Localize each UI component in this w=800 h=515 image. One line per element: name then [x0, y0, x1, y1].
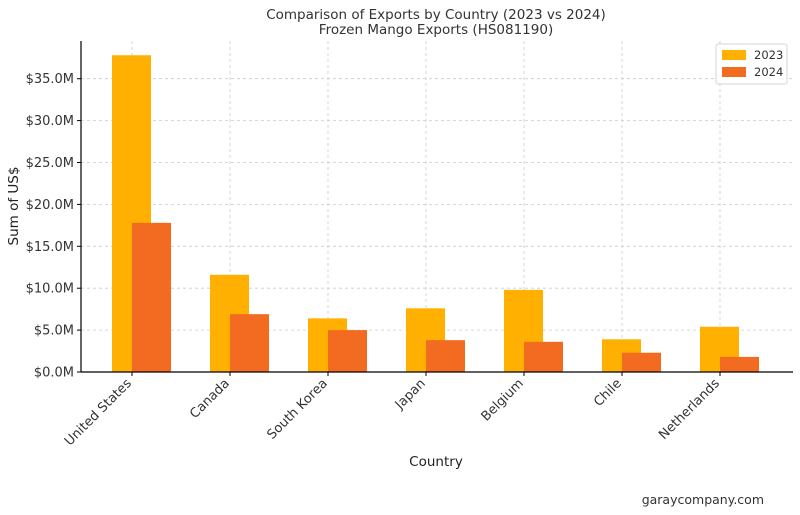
y-axis-ticks: $0.0M $5.0M $10.0M $15.0M $20.0M $25.0M $30.0M…	[26, 72, 81, 381]
y-tick-label-1: $5.0M	[34, 324, 74, 339]
y-tick-label-7: $35.0M	[26, 72, 74, 87]
bar-2024-6	[720, 356, 759, 372]
y-tick-label-2: $10.0M	[26, 282, 74, 297]
y-tick-label-4: $20.0M	[26, 198, 74, 213]
x-tick-label-4: Belgium	[479, 376, 527, 424]
legend-swatch-2023	[722, 50, 746, 60]
bar-2024-4	[524, 341, 563, 372]
x-axis-label: Country	[409, 454, 463, 470]
bar-2024-2	[328, 330, 367, 372]
y-axis-label: Sum of US$	[6, 167, 22, 246]
x-axis-ticks: United States Canada South Korea Japan Belgi…	[62, 372, 723, 449]
y-tick-label-0: $0.0M	[34, 366, 74, 381]
x-tick-label-6: Netherlands	[656, 376, 723, 443]
x-tick-label-2: South Korea	[265, 376, 331, 442]
x-tick-label-5: Chile	[591, 376, 625, 410]
legend-swatch-2024	[722, 67, 746, 77]
axes	[80, 41, 793, 373]
chart-title: Comparison of Exports by Country (2023 v…	[266, 7, 606, 23]
legend: 2023 2024	[715, 43, 788, 85]
x-tick-label-0: United States	[62, 376, 135, 449]
bar-2024-0	[132, 222, 171, 372]
bars	[112, 55, 759, 372]
x-tick-label-1: Canada	[187, 376, 233, 422]
chart-subtitle: Frozen Mango Exports (HS081190)	[319, 22, 553, 38]
bar-2024-5	[622, 352, 661, 372]
x-tick-label-3: Japan	[392, 376, 429, 413]
legend-label-2023: 2023	[754, 48, 783, 62]
y-tick-label-3: $15.0M	[26, 240, 74, 255]
watermark: garaycompany.com	[642, 492, 764, 507]
legend-label-2024: 2024	[754, 65, 783, 79]
bar-2024-3	[426, 340, 465, 372]
y-tick-label-6: $30.0M	[26, 114, 74, 129]
y-tick-label-5: $25.0M	[26, 156, 74, 171]
bar-2024-1	[230, 314, 269, 372]
